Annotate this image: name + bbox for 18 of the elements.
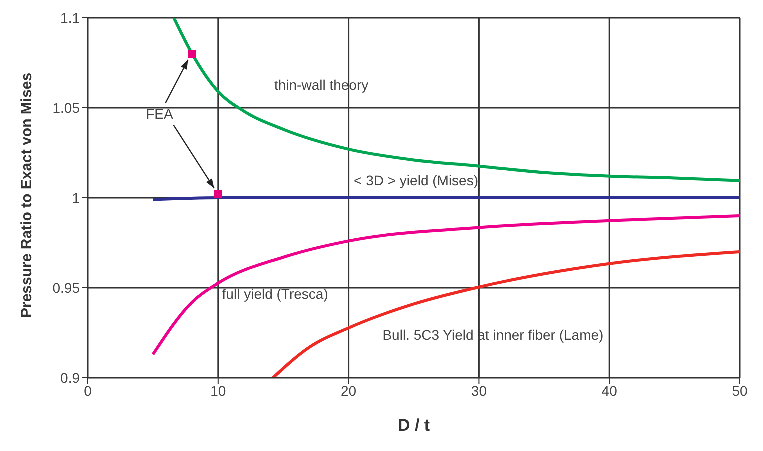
x-tick-label: 10 [210,382,226,399]
y-tick-label: 0.95 [52,280,80,296]
text: FEA [146,106,174,122]
x-tick-label: 40 [602,382,618,399]
y-tick-label: 1 [72,190,80,206]
line-series [152,214,740,356]
y-tick-label: 1.1 [60,10,80,26]
x-tick-label: 0 [84,382,92,399]
series-label: full yield (Tresca) [222,286,328,302]
y-tick-label: 1.05 [52,100,80,116]
y-tick-label: 0.9 [60,370,80,386]
series-label: < 3D > yield (Mises) [354,172,478,188]
y-axis-title: Pressure Ratio to Exact von Mises [18,72,36,318]
x-tick-label: 50 [732,382,748,399]
x-tick-label: 20 [341,382,357,399]
line-series [272,250,740,378]
x-tick-label: 30 [471,382,488,399]
x-axis-title: D / t [398,416,430,435]
